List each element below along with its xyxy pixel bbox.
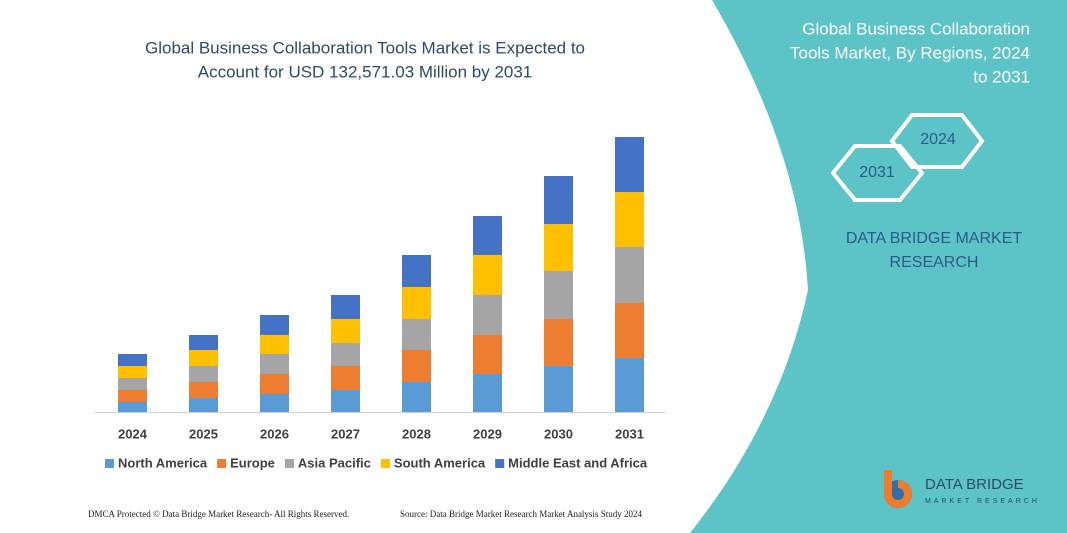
bar-segment bbox=[331, 390, 360, 412]
panel-title: Tools Market, By Regions, 2024 bbox=[790, 43, 1030, 62]
legend-label: Europe bbox=[230, 455, 275, 470]
x-tick-label: 2026 bbox=[260, 426, 289, 441]
bar-segment bbox=[189, 398, 218, 412]
bar-segment bbox=[402, 382, 431, 412]
bar-segment bbox=[189, 335, 218, 350]
bar-segment bbox=[544, 271, 573, 319]
x-tick-label: 2024 bbox=[118, 426, 148, 441]
footer-left: DMCA Protected © Data Bridge Market Rese… bbox=[88, 509, 349, 519]
bar-segment bbox=[260, 315, 289, 335]
bar-segment bbox=[331, 366, 360, 390]
bar-segment bbox=[331, 295, 360, 319]
chart-title: Global Business Collaboration Tools Mark… bbox=[145, 38, 585, 57]
bar-segment bbox=[615, 303, 644, 358]
logo-tagline: MARKET RESEARCH bbox=[925, 498, 1040, 505]
bar-segment bbox=[615, 358, 644, 412]
legend-swatch bbox=[105, 459, 114, 468]
legend-swatch bbox=[380, 459, 390, 468]
brand-text: RESEARCH bbox=[890, 254, 979, 271]
hexagon-label: 2024 bbox=[920, 131, 956, 148]
hexagon-2031: 2031 bbox=[830, 144, 925, 202]
bar-segment bbox=[331, 319, 360, 343]
bar-segment bbox=[473, 335, 502, 374]
bar-segment bbox=[118, 378, 147, 390]
x-tick-label: 2029 bbox=[473, 426, 502, 441]
legend-label: South America bbox=[394, 455, 486, 470]
bar-segment bbox=[615, 192, 644, 247]
x-tick-label: 2030 bbox=[544, 426, 573, 441]
legend-label: Asia Pacific bbox=[298, 455, 371, 470]
bar-segment bbox=[473, 216, 502, 255]
bar-segment bbox=[473, 295, 502, 335]
bar-segment bbox=[189, 382, 218, 398]
side-panel-background bbox=[690, 0, 1067, 533]
bar-segment bbox=[118, 354, 147, 366]
panel-title: Global Business Collaboration bbox=[802, 19, 1030, 38]
legend-swatch bbox=[495, 459, 505, 468]
bar-segment bbox=[544, 176, 573, 224]
bar-segment bbox=[544, 366, 573, 412]
hexagon-label: 2031 bbox=[859, 164, 895, 181]
logo-mark bbox=[884, 470, 912, 508]
x-tick-label: 2031 bbox=[615, 426, 644, 441]
bar-segment bbox=[260, 335, 289, 354]
bar-segment bbox=[473, 374, 502, 412]
legend-swatch bbox=[217, 459, 227, 468]
bar-segment bbox=[544, 224, 573, 271]
footer-right: Source: Data Bridge Market Research Mark… bbox=[400, 509, 642, 519]
bar-segment bbox=[544, 319, 573, 366]
chart-title: Account for USD 132,571.03 Million by 20… bbox=[198, 62, 533, 81]
bar-segment bbox=[615, 137, 644, 192]
bar-segment bbox=[331, 343, 360, 366]
bar-segment bbox=[260, 354, 289, 374]
hexagon bbox=[830, 144, 925, 202]
bar-segment bbox=[189, 350, 218, 366]
brand-text: DATA BRIDGE MARKET bbox=[846, 230, 1023, 247]
logo-name: DATA BRIDGE bbox=[925, 476, 1024, 493]
bar-segment bbox=[189, 366, 218, 382]
bar-segment bbox=[402, 287, 431, 319]
bar-segment bbox=[473, 255, 502, 295]
x-tick-label: 2028 bbox=[402, 426, 431, 441]
logo: DATA BRIDGE MARKET RESEARCH bbox=[884, 470, 1040, 508]
bar-segment bbox=[615, 247, 644, 303]
bar-segment bbox=[402, 319, 431, 350]
bar-segment bbox=[402, 255, 431, 287]
legend-label: Middle East and Africa bbox=[508, 455, 648, 470]
bar-segment bbox=[260, 394, 289, 412]
panel-title: to 2031 bbox=[973, 67, 1030, 86]
legend-swatch bbox=[284, 459, 294, 468]
bar-segment bbox=[402, 350, 431, 382]
legend-label: North America bbox=[118, 455, 208, 470]
bar-segment bbox=[118, 366, 147, 378]
hexagon-2024: 2024 bbox=[889, 113, 985, 169]
bar-segment bbox=[260, 374, 289, 394]
hexagon bbox=[889, 113, 985, 169]
x-tick-label: 2025 bbox=[189, 426, 218, 441]
bar-segment bbox=[118, 402, 147, 412]
x-tick-label: 2027 bbox=[331, 426, 360, 441]
bar-segment bbox=[118, 390, 147, 402]
